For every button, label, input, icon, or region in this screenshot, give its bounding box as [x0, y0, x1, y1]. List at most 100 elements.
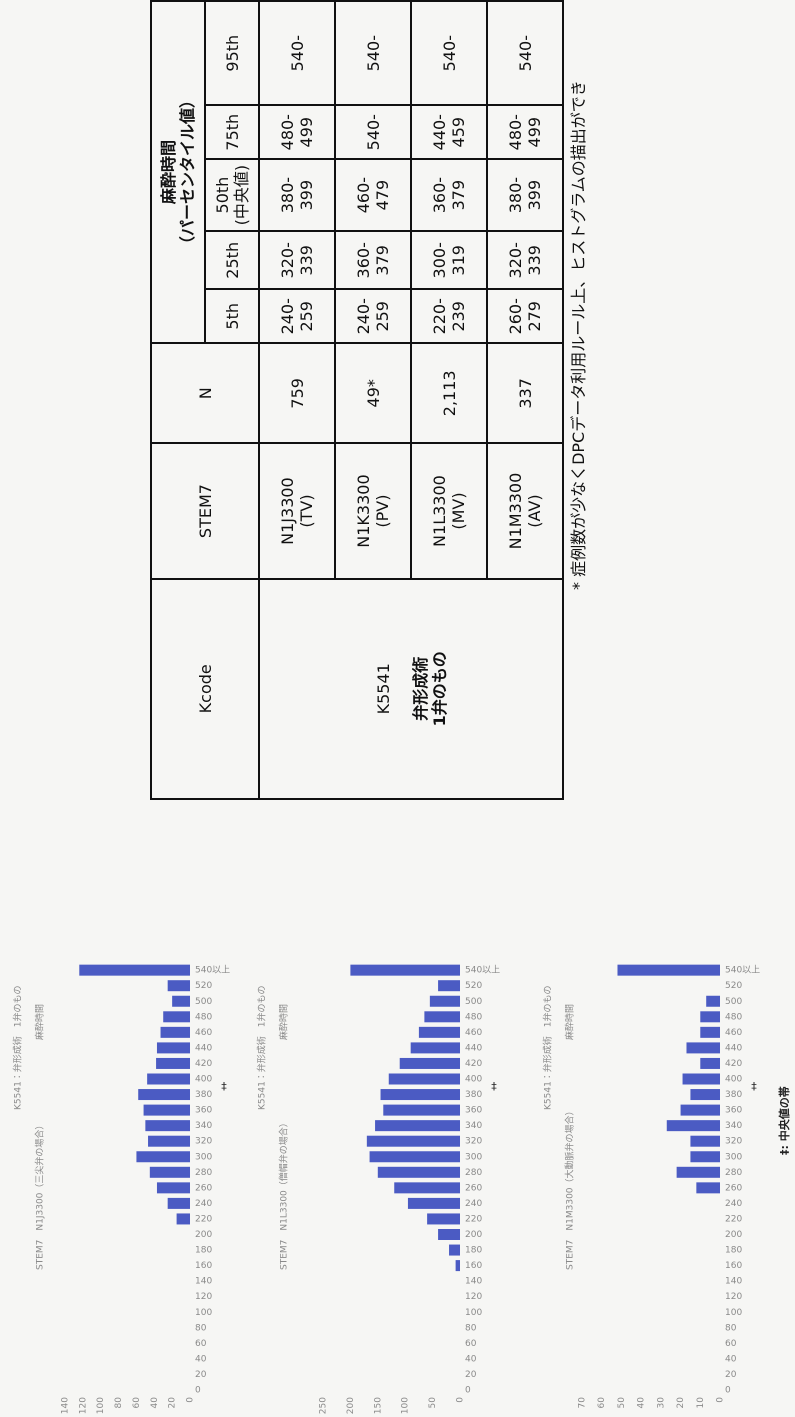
table-cell: 260- 279 — [487, 289, 563, 344]
bar — [438, 1229, 460, 1240]
x-tick-label: 500 — [465, 997, 482, 1007]
y-tick-label: 60 — [132, 1397, 142, 1409]
bar — [700, 1011, 720, 1023]
median-marker: ‡ — [491, 1080, 497, 1093]
table-cell: 320- 339 — [487, 231, 563, 290]
bar — [145, 1120, 191, 1132]
bar — [147, 1073, 190, 1085]
x-tick-label: 460 — [725, 1028, 742, 1038]
y-tick-label: 100 — [401, 1397, 411, 1414]
y-tick-label: 100 — [96, 1397, 106, 1414]
bar — [369, 1151, 460, 1163]
x-tick-label: 460 — [195, 1028, 212, 1038]
bar — [176, 1213, 191, 1225]
x-tick-label: 400 — [195, 1075, 212, 1085]
bar — [383, 1104, 460, 1116]
x-tick-label: 180 — [195, 1246, 212, 1256]
header-time: 麻酔時間 （パーセンタイル値） — [151, 1, 205, 344]
bar — [690, 1135, 721, 1147]
table-cell: 480- 499 — [487, 105, 563, 160]
x-tick-label: 440 — [725, 1043, 742, 1053]
y-tick-label: 150 — [373, 1397, 383, 1414]
bar — [143, 1104, 190, 1116]
x-tick-label: 280 — [195, 1168, 212, 1178]
x-axis-label: 麻酔時間 — [564, 1004, 576, 1040]
x-tick-label: 60 — [465, 1339, 477, 1349]
x-tick-label: 480 — [465, 1012, 482, 1022]
x-tick-label: 80 — [195, 1323, 207, 1333]
table-cell: 540- — [259, 1, 335, 106]
bar — [375, 1120, 460, 1132]
bar — [438, 980, 460, 992]
table-cell: 240- 259 — [335, 289, 411, 344]
x-tick-label: 220 — [725, 1214, 742, 1224]
x-tick-label: 280 — [725, 1168, 742, 1178]
y-tick-label: 40 — [637, 1397, 647, 1409]
bar — [427, 1213, 460, 1225]
x-tick-label: 120 — [725, 1292, 742, 1302]
table-cell: 540- — [335, 1, 411, 106]
bar — [418, 1026, 460, 1038]
header-row: Kcode STEM7 N 麻酔時間 （パーセンタイル値） — [151, 1, 259, 799]
x-tick-label: 80 — [725, 1323, 737, 1333]
x-tick-label: 20 — [465, 1370, 477, 1380]
x-tick-label: 200 — [465, 1230, 482, 1240]
x-tick-label: 180 — [725, 1246, 742, 1256]
x-tick-label: 380 — [465, 1090, 482, 1100]
bar — [350, 964, 460, 976]
x-tick-label: 260 — [725, 1183, 742, 1193]
table-row: K5541 弁形成術 1弁のもの N1J3300 (TV) 759 240- 259 32… — [259, 1, 563, 799]
chart-title: K5541：弁形成術 1弁のもの — [12, 985, 24, 1110]
table-body: Kcode STEM7 N 麻酔時間 （パーセンタイル値） 5th 25th 50th (中… — [151, 1, 563, 799]
bar — [690, 1089, 721, 1101]
table-cell: 337 — [487, 343, 563, 444]
x-tick-label: 380 — [195, 1090, 212, 1100]
x-tick-label: 360 — [195, 1106, 212, 1116]
x-tick-label: 140 — [465, 1277, 482, 1287]
table-cell: 2,113 — [411, 343, 487, 444]
bar — [700, 1057, 720, 1069]
table-cell: 240- 259 — [259, 289, 335, 344]
bar — [136, 1151, 191, 1163]
x-tick-label: 540以上 — [195, 965, 230, 976]
header-percentile: 25th — [205, 231, 259, 290]
x-tick-label: 300 — [195, 1152, 212, 1162]
x-tick-label: 20 — [725, 1370, 737, 1380]
y-tick-label: 0 — [716, 1397, 726, 1403]
legend: ‡: 中央値の帯 — [777, 1086, 791, 1155]
chart-title: K5541：弁形成術 1弁のもの — [256, 985, 268, 1110]
x-tick-label: 340 — [195, 1121, 212, 1131]
y-tick-label: 70 — [578, 1397, 588, 1409]
x-tick-label: 160 — [725, 1261, 742, 1271]
bar — [172, 995, 190, 1007]
x-tick-label: 200 — [725, 1230, 742, 1240]
y-tick-label: 120 — [78, 1397, 88, 1414]
x-tick-label: 320 — [195, 1137, 212, 1147]
x-tick-label: 300 — [725, 1152, 742, 1162]
y-tick-label: 50 — [428, 1397, 438, 1409]
bar — [424, 1011, 461, 1023]
x-tick-label: 160 — [195, 1261, 212, 1271]
x-tick-label: 300 — [465, 1152, 482, 1162]
x-tick-label: 440 — [465, 1043, 482, 1053]
header-percentile: 75th — [205, 105, 259, 160]
x-tick-label: 40 — [465, 1354, 477, 1364]
x-tick-label: 260 — [195, 1183, 212, 1193]
x-tick-label: 540以上 — [725, 965, 760, 976]
bar — [138, 1089, 190, 1101]
bar — [156, 1042, 190, 1054]
table-cell: 360- 379 — [335, 231, 411, 290]
x-tick-label: 520 — [195, 981, 212, 991]
table-cell: 300- 319 — [411, 231, 487, 290]
kcode-cell: K5541 弁形成術 1弁のもの — [259, 578, 563, 799]
histogram-panel: K5541：弁形成術 1弁のもの STEM7 N1J3300（三尖弁の場合） 麻酔時… — [12, 964, 791, 1414]
x-tick-label: 240 — [195, 1199, 212, 1209]
bar — [700, 1026, 720, 1038]
x-tick-label: 360 — [465, 1106, 482, 1116]
x-tick-label: 240 — [725, 1199, 742, 1209]
median-marker: ‡ — [221, 1080, 227, 1093]
x-tick-label: 20 — [195, 1370, 207, 1380]
x-tick-label: 540以上 — [465, 965, 500, 976]
